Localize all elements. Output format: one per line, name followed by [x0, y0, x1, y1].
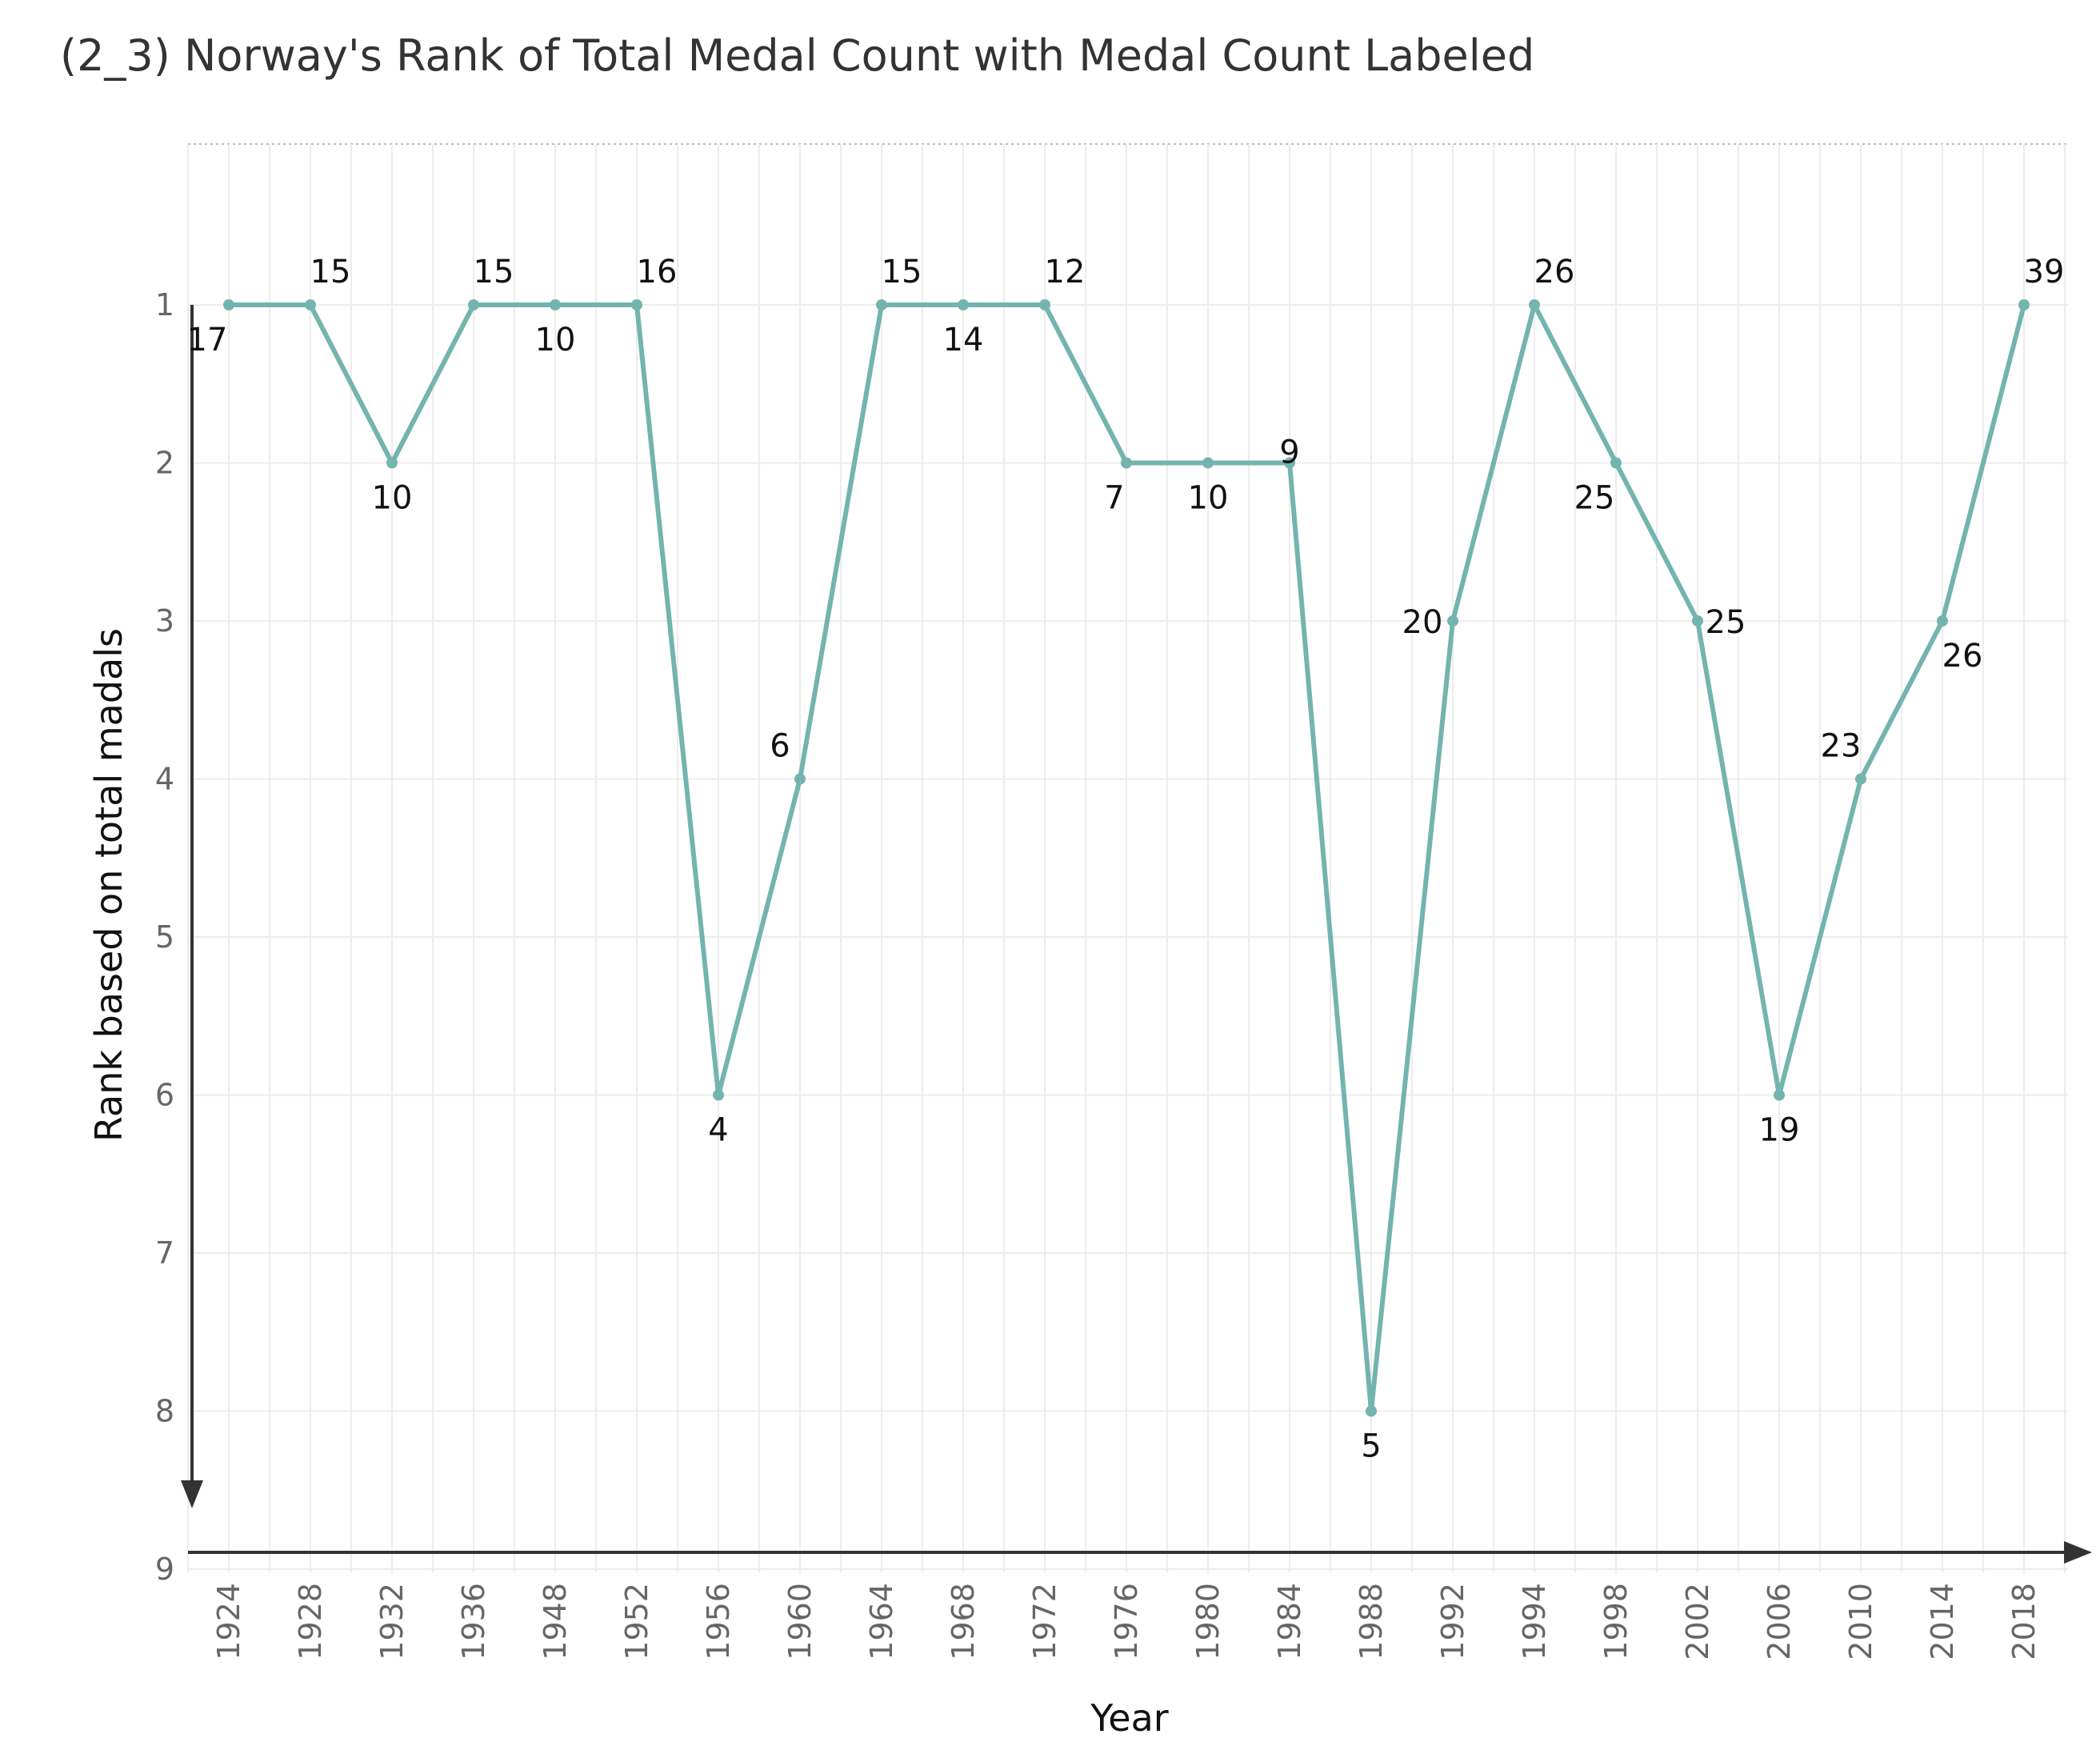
data-label: 26	[1534, 254, 1575, 290]
data-label: 15	[474, 254, 514, 290]
x-tick-label: 1992	[1435, 1583, 1470, 1660]
data-points	[223, 299, 2030, 1417]
x-tick-label: 1932	[374, 1583, 410, 1660]
data-point	[1039, 299, 1050, 310]
data-label: 9	[1279, 434, 1299, 471]
data-label: 20	[1402, 604, 1443, 641]
data-label: 10	[535, 322, 576, 358]
x-tick-label: 1980	[1190, 1583, 1226, 1660]
y-tick-label: 7	[155, 1235, 174, 1271]
x-tick-label: 2010	[1843, 1583, 1878, 1660]
data-label: 15	[882, 254, 922, 290]
data-point	[958, 299, 969, 310]
data-point	[1937, 615, 1948, 627]
data-label: 39	[2024, 254, 2065, 290]
data-point	[1692, 615, 1703, 627]
y-tick-label: 2	[155, 446, 174, 481]
x-tick-labels: 1924 1928 1932 1936 1948 1952 1956 1960 1964 1968…	[211, 1583, 2042, 1660]
x-tick-label: 1960	[782, 1583, 818, 1660]
data-point	[1529, 299, 1540, 310]
data-point	[794, 773, 806, 785]
data-label: 16	[637, 254, 678, 290]
data-label: 23	[1821, 728, 1862, 765]
data-point	[1202, 457, 1214, 469]
x-tick-label: 1956	[701, 1583, 736, 1660]
data-label: 4	[708, 1112, 728, 1149]
data-point	[1855, 773, 1866, 785]
data-point	[1774, 1089, 1785, 1101]
x-tick-label: 1964	[864, 1583, 899, 1660]
x-tick-label: 1948	[538, 1583, 573, 1660]
data-point	[468, 299, 479, 310]
x-tick-label: 1928	[293, 1583, 328, 1660]
data-label: 26	[1942, 638, 1983, 675]
data-label: 17	[187, 322, 228, 358]
x-axis-arrow	[2064, 1541, 2092, 1564]
y-tick-label: 3	[155, 603, 174, 639]
data-label: 15	[310, 254, 351, 290]
data-label: 14	[943, 322, 984, 358]
x-tick-label: 1994	[1517, 1583, 1552, 1660]
data-labels: 17 15 10 15 10 16 4 6 15 14 12 7 10 9 5 20 26 25 25 19 23 26 3…	[187, 254, 2065, 1465]
data-point	[305, 299, 316, 310]
data-point	[1366, 1405, 1377, 1417]
data-point	[223, 299, 234, 310]
data-label: 25	[1574, 480, 1615, 517]
x-tick-label: 1936	[456, 1583, 491, 1660]
data-point	[1447, 615, 1458, 627]
data-label: 10	[1188, 480, 1229, 517]
data-point	[550, 299, 561, 310]
x-tick-label: 2014	[1925, 1583, 1960, 1660]
data-label: 7	[1104, 480, 1124, 517]
x-tick-label: 2018	[2006, 1583, 2042, 1660]
x-tick-label: 2006	[1762, 1583, 1797, 1660]
data-point	[876, 299, 887, 310]
axes	[181, 305, 2092, 1564]
data-point	[1121, 457, 1132, 469]
data-label: 10	[372, 480, 413, 517]
y-tick-label: 4	[155, 762, 174, 797]
x-tick-label: 1984	[1272, 1583, 1307, 1660]
x-axis-title: Year	[1090, 1696, 1168, 1740]
data-point	[2018, 299, 2030, 310]
data-label: 12	[1045, 254, 1086, 290]
data-label: 6	[770, 728, 790, 765]
data-label: 25	[1706, 604, 1746, 641]
y-tick-label: 9	[155, 1552, 174, 1587]
data-point	[1284, 457, 1295, 469]
x-tick-label: 1998	[1598, 1583, 1634, 1660]
y-tick-label: 5	[155, 919, 174, 955]
data-point	[713, 1089, 724, 1101]
x-tick-label: 1972	[1027, 1583, 1062, 1660]
data-label: 5	[1361, 1428, 1381, 1465]
y-axis-arrow	[181, 1480, 203, 1508]
x-tick-label: 1988	[1354, 1583, 1389, 1660]
data-point	[386, 457, 398, 469]
x-tick-label: 1968	[946, 1583, 981, 1660]
data-point	[631, 299, 642, 310]
y-tick-label: 1	[155, 287, 174, 322]
grid	[187, 144, 2068, 1572]
data-point	[1610, 457, 1622, 469]
y-tick-labels: 1 2 3 4 5 6 7 8 9	[155, 287, 174, 1587]
y-tick-label: 6	[155, 1078, 174, 1113]
x-tick-label: 2002	[1680, 1583, 1715, 1660]
y-axis-title: Rank based on total madals	[87, 628, 130, 1142]
y-tick-label: 8	[155, 1394, 174, 1429]
x-tick-label: 1924	[211, 1583, 246, 1660]
data-label: 19	[1759, 1112, 1800, 1149]
chart-title: (2_3) Norway's Rank of Total Medal Count…	[60, 30, 1534, 81]
x-tick-label: 1976	[1109, 1583, 1144, 1660]
x-tick-label: 1952	[619, 1583, 654, 1660]
